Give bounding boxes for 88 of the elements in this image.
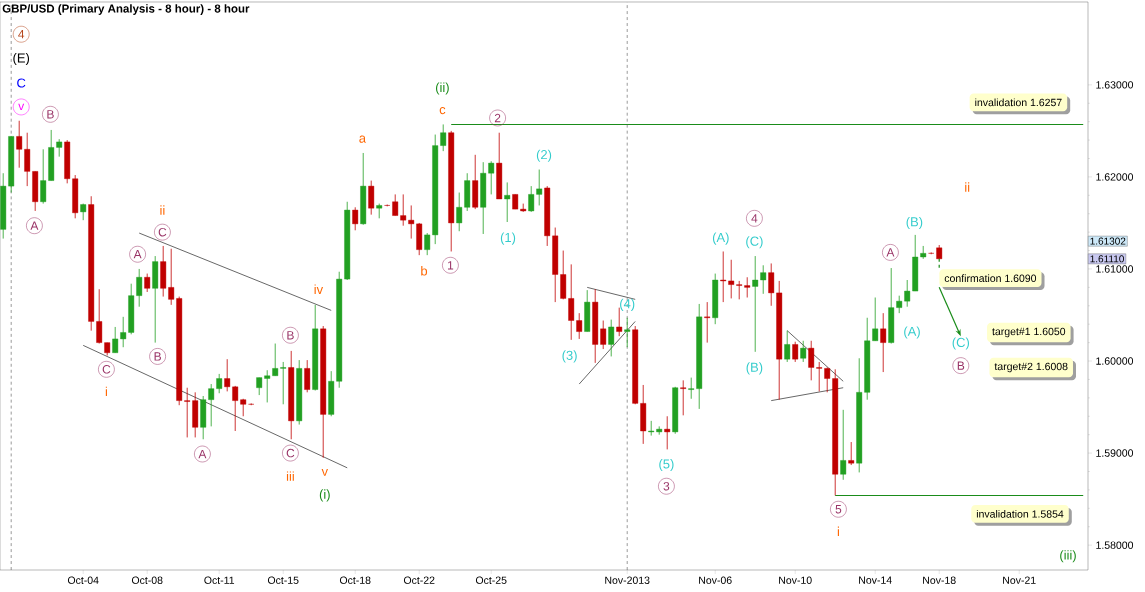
x-tick-label: Nov-10 [779,576,812,584]
annotation: (C) [952,337,970,350]
annotation: (3) [562,350,577,363]
x-tick-label: Nov-21 [1003,576,1036,584]
candlestick [608,319,615,357]
annotation: (5) [659,458,674,472]
annotation: 5 [835,505,842,514]
text: 1.61302 [1090,237,1126,245]
x-tick-label: Nov-18 [923,576,956,584]
y-tick-label: 1.58000 [1096,541,1134,549]
annotation: B [47,110,54,119]
annotation: 2 [494,113,501,123]
annotation: b [421,266,428,276]
annotation: C [102,365,111,374]
annotation: a [359,135,367,143]
annotation: C [286,448,295,458]
x-tick-label: Oct-11 [204,576,235,584]
annotation: target#2 1.6008 [994,362,1068,373]
x-tick-label: Nov-2013 [605,576,650,584]
candlestick [928,251,935,255]
x-tick-label: Oct-22 [403,576,435,584]
y-tick-label: 1.61000 [1096,265,1134,273]
annotation: A [133,250,142,259]
annotation: ii [965,182,970,192]
y-tick-label: 1.62000 [1096,173,1134,181]
y-tick-label: 1.59000 [1096,449,1134,457]
annotation: iii [286,471,294,481]
candlestick [144,273,151,293]
x-tick-label: Nov-06 [699,576,732,584]
y-tick-label: 1.60000 [1096,357,1134,365]
annotation: 3 [663,481,670,491]
annotation: i [105,386,107,397]
candlestick [792,341,799,363]
candlestick [880,312,887,373]
annotation: invalidation 1.6257 [975,98,1062,107]
annotation: ii [160,205,165,215]
annotation: (A) [904,326,920,339]
annotation: (1) [500,232,516,245]
annotation: v [321,468,329,476]
candlestick [304,359,311,393]
annotation: 4 [18,30,25,39]
candlestick [848,441,855,466]
annotation: c [439,107,446,115]
annotation: (4) [620,298,635,311]
annotation: B [957,361,965,370]
annotation: (B) [746,362,763,375]
annotation: confirmation 1.6090 [944,274,1037,283]
annotation: C [158,227,167,237]
x-tick-label: Oct-18 [339,576,371,584]
candlestick [624,317,631,348]
x-tick-label: Oct-15 [267,576,299,584]
annotation: 4 [751,214,758,223]
x-tick-label: Nov-14 [859,576,892,584]
annotation: (C) [746,236,763,249]
annotation: (i) [319,489,330,502]
annotation: iv [314,284,324,294]
annotation: A [886,248,895,257]
candlestick [352,206,359,231]
x-tick-label: Oct-08 [131,576,163,584]
annotation: 1 [447,261,454,270]
y-tick-label: 1.63000 [1096,81,1134,89]
candlestick [840,409,847,481]
annotation: (E) [13,53,30,66]
annotation: C [17,78,26,88]
candlestick [704,301,711,344]
candlestick [680,379,687,416]
annotation: target#1 1.6050 [992,327,1066,338]
candlestick [368,180,375,216]
annotation: A [198,449,207,459]
x-tick-label: Oct-25 [475,576,507,584]
annotation: (2) [536,149,552,162]
text: 1.61110 [1090,255,1124,263]
x-tick-label: Oct-04 [67,576,99,584]
annotation: invalidation 1.5854 [976,509,1064,518]
annotation: B [154,352,161,361]
chart-title: GBP/USD (Primary Analysis - 8 hour) - 8 hour [2,4,250,15]
annotation: (ii) [436,82,449,95]
candlestick [504,182,511,223]
candlestick [664,415,671,450]
candlestick [800,340,807,363]
annotation: (A) [712,232,729,245]
annotation: A [30,221,39,230]
annotation: i [837,526,839,537]
annotation: v [18,103,25,111]
candlestick [784,330,791,363]
annotation: (B) [906,216,923,229]
annotation: (iii) [1060,550,1076,563]
annotation: B [287,331,294,340]
